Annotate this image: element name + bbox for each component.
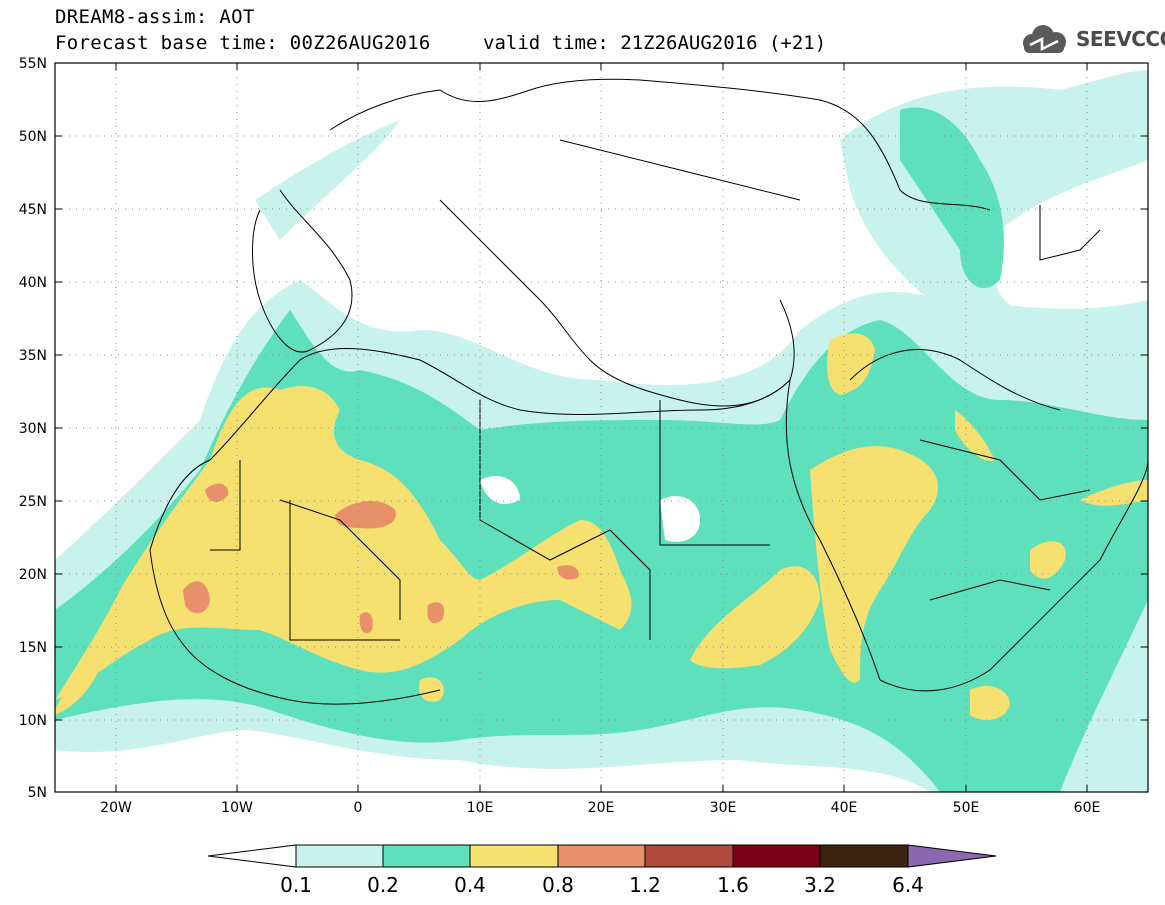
lon-label: 20W	[100, 800, 132, 816]
lat-label: 55N	[19, 56, 47, 72]
lat-label: 25N	[19, 494, 47, 510]
lon-label: 40E	[831, 800, 858, 816]
colorbar-segment	[382, 844, 471, 868]
colorbar-segment	[732, 844, 821, 868]
colorbar-segment	[644, 844, 734, 868]
colorbar-segment	[469, 844, 559, 868]
forecast-base-time: Forecast base time: 00Z26AUG2016	[55, 32, 431, 54]
colorbar-label: 3.2	[804, 873, 836, 897]
lon-label: 20E	[588, 800, 615, 816]
colorbar-high-triangle	[907, 844, 997, 868]
map-title: DREAM8-assim: AOT	[55, 6, 255, 28]
lat-label: 30N	[19, 421, 47, 437]
colorbar-segment	[295, 844, 384, 868]
lat-label: 20N	[19, 567, 47, 583]
graticule	[55, 63, 1148, 792]
lat-label: 15N	[19, 640, 47, 656]
lon-label: 30E	[710, 800, 737, 816]
colorbar-label: 0.4	[454, 873, 486, 897]
valid-time: valid time: 21Z26AUG2016 (+21)	[483, 32, 827, 54]
lon-label: 50E	[953, 800, 980, 816]
lat-label: 5N	[28, 785, 47, 801]
aot-field	[55, 70, 1148, 792]
lat-label: 10N	[19, 713, 47, 729]
colorbar-segment	[557, 844, 646, 868]
colorbar-segment	[819, 844, 909, 868]
colorbar-label: 0.8	[542, 873, 574, 897]
lat-label: 45N	[19, 202, 47, 218]
colorbar-label: 1.6	[717, 873, 749, 897]
colorbar-low-triangle	[207, 844, 297, 868]
cloud-icon	[1023, 25, 1066, 53]
colorbar-label: 1.2	[629, 873, 661, 897]
lat-label: 40N	[19, 275, 47, 291]
colorbar-label: 0.1	[280, 873, 312, 897]
lon-label: 0	[354, 800, 363, 816]
axis-ticks	[55, 62, 1148, 792]
colorbar	[207, 844, 997, 868]
colorbar-label: 6.4	[892, 873, 924, 897]
logo-text: SEEVCCC	[1076, 27, 1165, 51]
lon-label: 10E	[467, 800, 494, 816]
lon-label: 60E	[1074, 800, 1101, 816]
lat-label: 35N	[19, 348, 47, 364]
colorbar-label: 0.2	[367, 873, 399, 897]
coastlines	[149, 78, 1148, 705]
lat-label: 50N	[19, 129, 47, 145]
lon-label: 10W	[221, 800, 253, 816]
